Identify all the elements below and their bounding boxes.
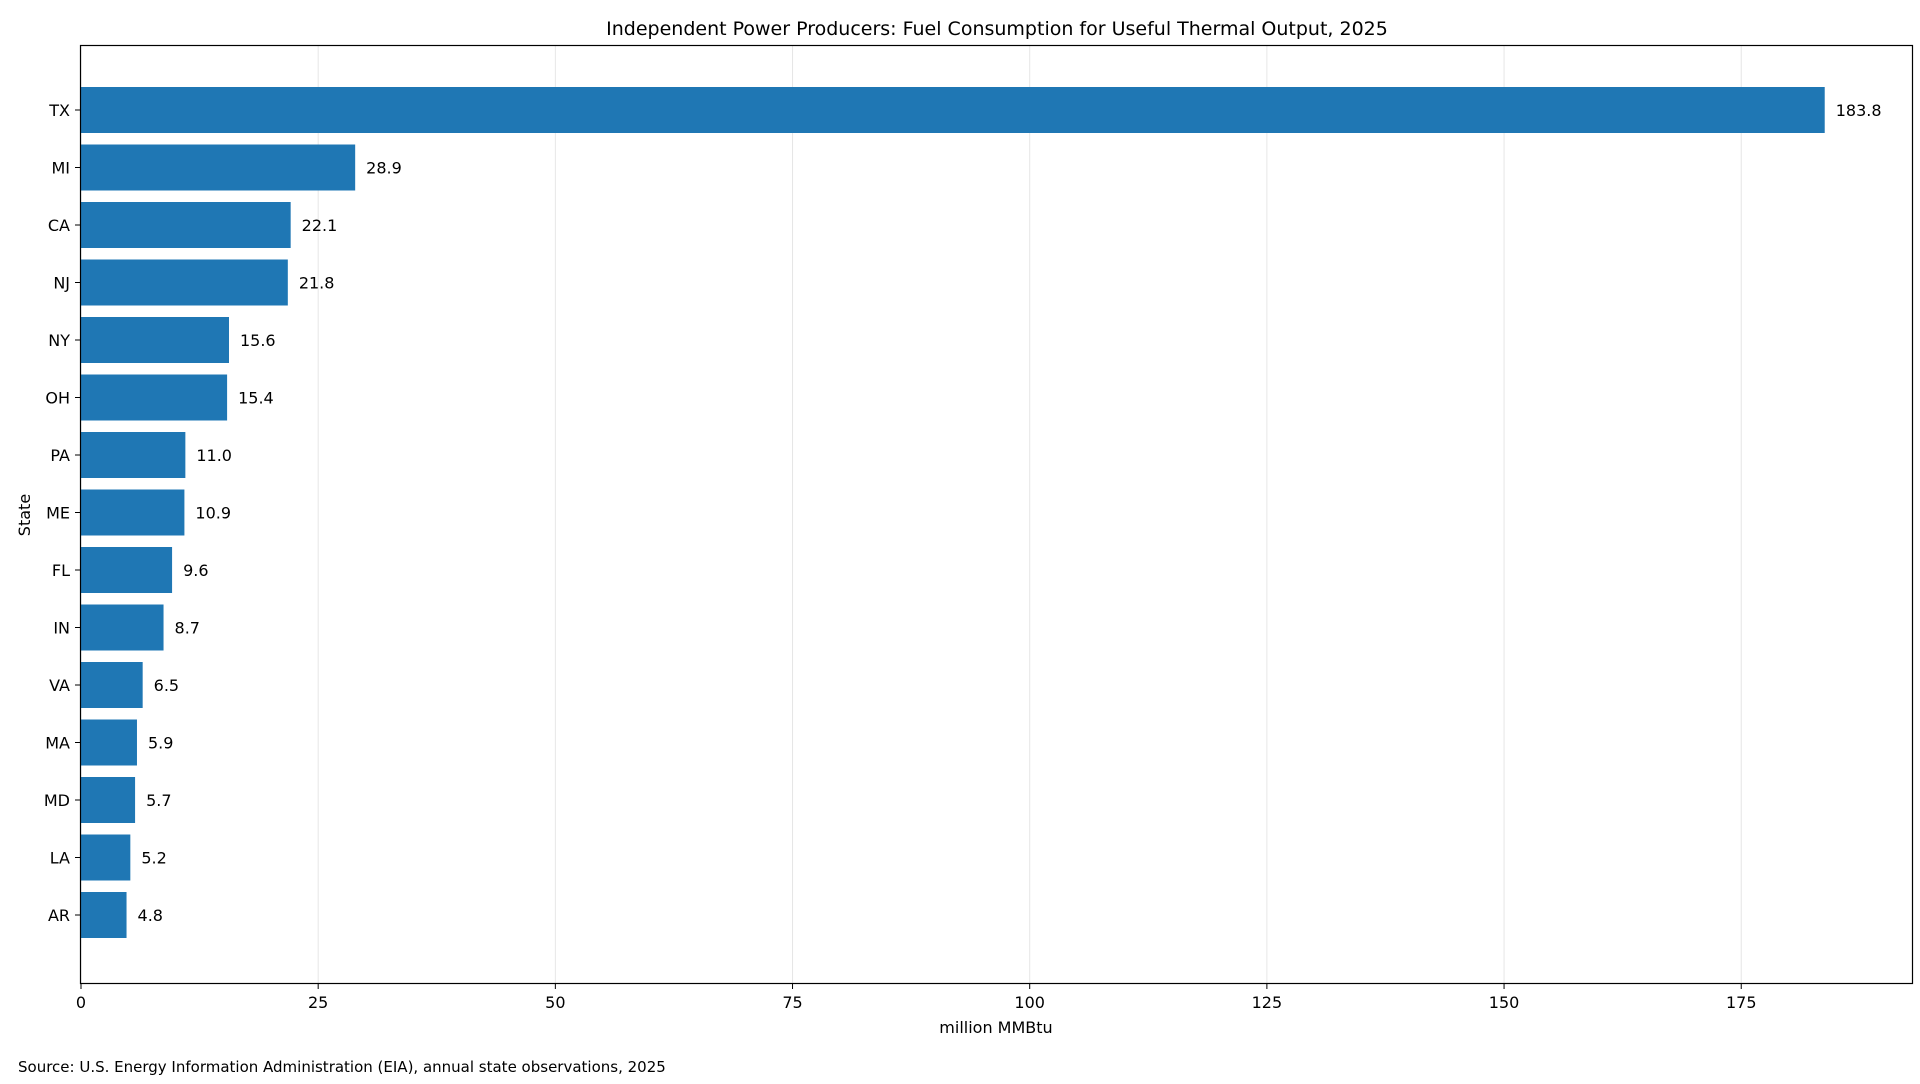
data-label-ca: 22.1 [302,216,338,235]
y-tick-label-pa: PA [50,446,70,465]
x-tick-label: 125 [1252,993,1283,1012]
bar-oh [81,374,228,421]
plot-frame [79,44,1914,985]
x-tick-label: 75 [782,993,802,1012]
bar-ca [81,202,291,248]
x-tick-label: 100 [1014,993,1045,1012]
data-label-md: 5.7 [146,791,171,810]
bar-pa [81,432,186,478]
data-label-me: 10.9 [195,504,231,523]
x-axis-label: million MMBtu [939,1018,1052,1037]
data-label-pa: 11.0 [196,446,232,465]
bar-ma [81,719,137,766]
y-tick-label-ny: NY [48,331,70,350]
data-label-fl: 9.6 [183,561,208,580]
bar-la [81,834,131,881]
y-tick-label-va: VA [49,676,70,695]
y-tick-label-mi: MI [51,159,70,178]
bar-nj [81,259,288,306]
y-tick-label-fl: FL [52,561,70,580]
bar-ar [81,892,127,938]
data-label-va: 6.5 [154,676,179,695]
bar-va [81,662,143,708]
bar-ny [81,317,229,363]
x-tick-label: 0 [76,993,86,1012]
y-tick-label-ca: CA [48,216,70,235]
grid-lines [80,46,1742,983]
y-axis-label: State [15,494,34,536]
y-tick-label-ma: MA [45,734,70,753]
bar-fl [81,547,173,593]
y-tick-label-nj: NJ [53,274,70,293]
data-labels: 183.8 28.9 22.1 21.8 15.6 15.4 11.0 10.9 9.6 8.7 6… [138,101,1882,925]
y-tick-label-me: ME [46,504,70,523]
data-label-in: 8.7 [175,619,200,638]
y-tick-label-md: MD [44,791,70,810]
bar-mi [81,144,356,191]
source-note: Source: U.S. Energy Information Administ… [18,1058,666,1076]
bars [81,87,1825,938]
data-label-ny: 15.6 [240,331,276,350]
data-label-tx: 183.8 [1836,101,1882,120]
y-tick-label-in: IN [53,619,70,638]
data-label-la: 5.2 [141,849,166,868]
y-tick-label-oh: OH [45,389,70,408]
y-tick-label-ar: AR [48,906,70,925]
x-tick-label: 150 [1489,993,1520,1012]
bar-tx [81,87,1825,133]
data-label-nj: 21.8 [299,274,335,293]
data-label-mi: 28.9 [366,159,402,178]
y-tick-label-tx: TX [48,101,70,120]
bar-me [81,489,185,536]
chart-title: Independent Power Producers: Fuel Consum… [606,18,1388,40]
y-axis-ticks: TX MI CA NJ NY OH PA ME FL IN VA MA MD LA AR [44,101,81,925]
x-axis-ticks: 0 25 50 75 100 125 150 175 [76,983,1757,1012]
data-label-ma: 5.9 [148,734,173,753]
bar-md [81,777,136,823]
x-tick-label: 25 [308,993,328,1012]
data-label-oh: 15.4 [238,389,274,408]
x-tick-label: 50 [545,993,565,1012]
x-tick-label: 175 [1726,993,1757,1012]
data-label-ar: 4.8 [138,906,163,925]
y-tick-label-la: LA [50,849,70,868]
bar-in [81,604,164,651]
